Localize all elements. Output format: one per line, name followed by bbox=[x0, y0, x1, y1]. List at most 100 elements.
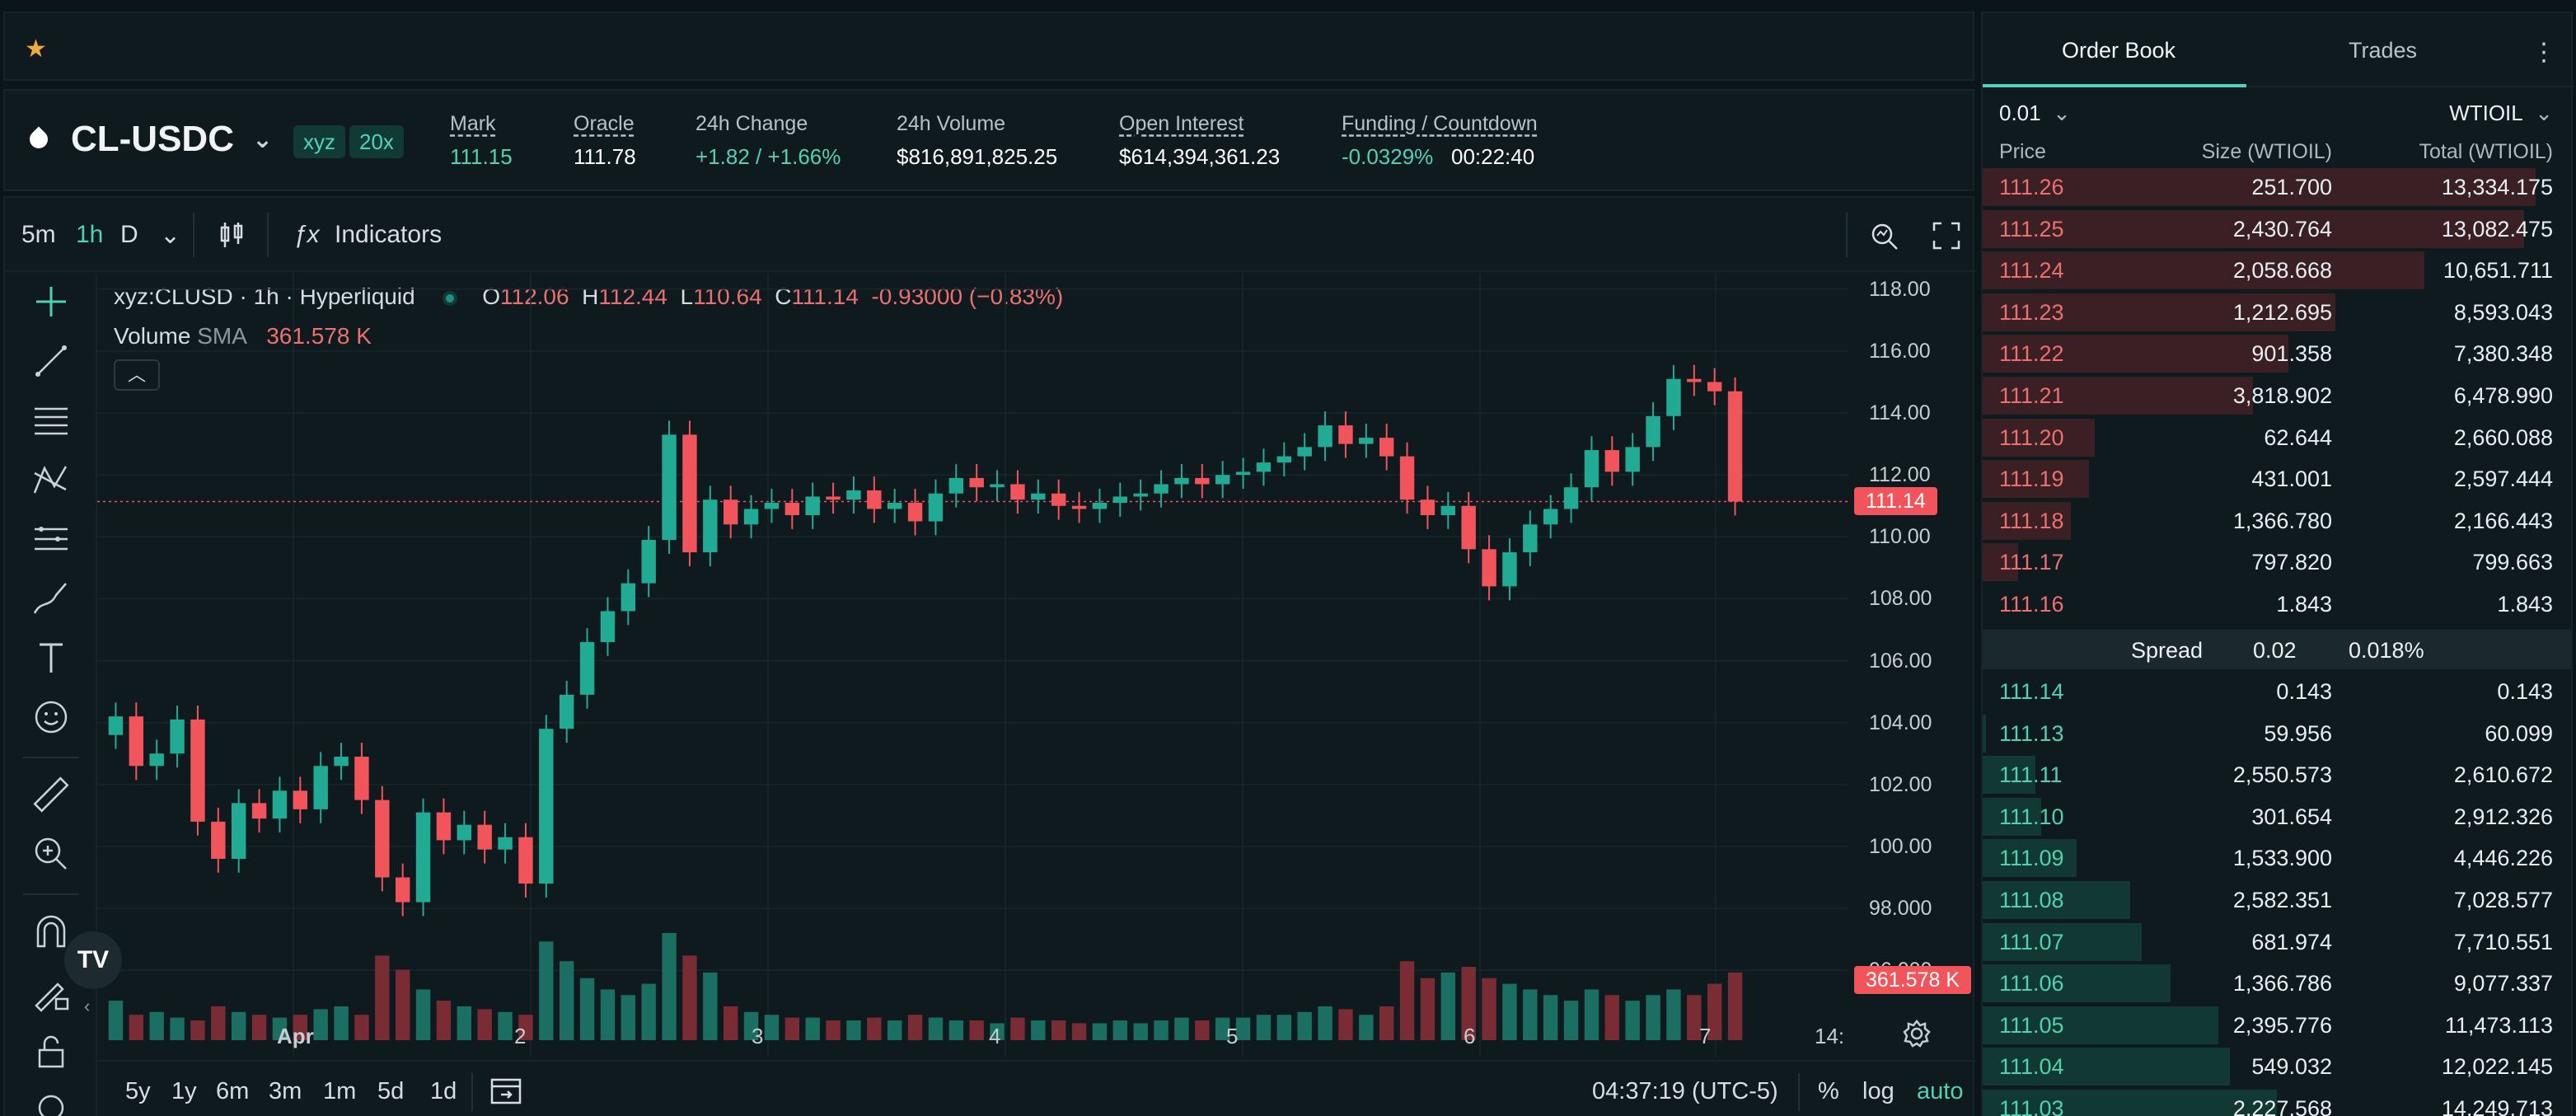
tab-trades[interactable]: Trades bbox=[2349, 38, 2418, 63]
volume-bar bbox=[334, 1006, 349, 1040]
log-toggle[interactable]: log bbox=[1862, 1078, 1895, 1104]
brush-icon[interactable] bbox=[28, 575, 74, 621]
time-tick-label: 5 bbox=[1226, 1024, 1239, 1048]
candle-style-icon[interactable] bbox=[218, 221, 246, 256]
range-1y[interactable]: 1y bbox=[171, 1078, 197, 1104]
volume-bar bbox=[1399, 961, 1415, 1040]
bid-row[interactable]: 111.09 1,533.900 4,446.226 bbox=[1983, 837, 2571, 879]
emoji-icon[interactable] bbox=[28, 694, 74, 740]
settings-gear-icon[interactable] bbox=[1902, 1019, 1932, 1053]
bid-row[interactable]: 111.11 2,550.573 2,610.672 bbox=[1983, 754, 2571, 795]
candle-body bbox=[1666, 378, 1681, 416]
ask-row[interactable]: 111.18 1,366.780 2,166.443 bbox=[1983, 500, 2571, 542]
range-6m[interactable]: 6m bbox=[216, 1078, 250, 1104]
candle-body bbox=[231, 803, 246, 859]
asset-select[interactable]: WTIOIL ⌄ bbox=[2449, 101, 2553, 125]
bid-row[interactable]: 111.04 549.032 12,022.145 bbox=[1983, 1046, 2571, 1087]
ask-row[interactable]: 111.26 251.700 13,334.175 bbox=[1983, 166, 2571, 208]
legend-open: 112.06 bbox=[500, 284, 569, 309]
calendar-range-icon[interactable] bbox=[489, 1075, 522, 1113]
text-icon[interactable] bbox=[28, 635, 74, 681]
candle-body bbox=[149, 753, 164, 767]
interval-5m[interactable]: 5m bbox=[21, 221, 56, 248]
bid-row[interactable]: 111.06 1,366.786 9,077.337 bbox=[1983, 963, 2571, 1004]
bid-row[interactable]: 111.13 59.956 60.099 bbox=[1983, 713, 2571, 754]
ask-row[interactable]: 111.23 1,212.695 8,593.043 bbox=[1983, 292, 2571, 333]
drawing-toolbar bbox=[5, 274, 97, 1116]
collapse-legend-button[interactable]: ︿ bbox=[114, 359, 160, 391]
pattern-icon[interactable] bbox=[28, 457, 74, 503]
fullscreen-icon[interactable] bbox=[1932, 221, 1961, 257]
volume-bar bbox=[682, 955, 697, 1040]
zoom-in-icon[interactable] bbox=[28, 831, 74, 877]
bid-row[interactable]: 111.03 2,227.568 14,249.713 bbox=[1983, 1088, 2571, 1116]
lock-drawing-icon[interactable] bbox=[28, 969, 74, 1015]
candle-body bbox=[477, 824, 492, 850]
range-5d[interactable]: 5d bbox=[377, 1078, 405, 1104]
ask-row[interactable]: 111.20 62.644 2,660.088 bbox=[1983, 417, 2571, 458]
ask-row[interactable]: 111.16 1.843 1.843 bbox=[1983, 584, 2571, 625]
bid-row[interactable]: 111.08 2,582.351 7,028.577 bbox=[1983, 879, 2571, 921]
ask-row[interactable]: 111.19 431.001 2,597.444 bbox=[1983, 458, 2571, 499]
orderbook-total: 9,077.337 bbox=[2453, 971, 2553, 996]
quick-search-icon[interactable] bbox=[1869, 221, 1900, 259]
volume-bar bbox=[1051, 1020, 1066, 1040]
candle-body bbox=[948, 477, 964, 494]
orderbook-size: 3,818.902 bbox=[2232, 383, 2332, 408]
orderbook-total: 2,610.672 bbox=[2453, 762, 2553, 788]
depth-bar bbox=[1983, 168, 2536, 206]
candle-body bbox=[1215, 475, 1230, 485]
price-chart[interactable] bbox=[97, 274, 1852, 1057]
symbol-selector[interactable]: CL-USDC ⌄ bbox=[26, 119, 273, 160]
trend-line-icon[interactable] bbox=[28, 338, 74, 384]
range-3m[interactable]: 3m bbox=[269, 1078, 302, 1104]
forecast-icon[interactable] bbox=[28, 516, 74, 562]
star-icon[interactable]: ★ bbox=[25, 35, 47, 63]
bid-row[interactable]: 111.14 0.143 0.143 bbox=[1983, 671, 2571, 712]
crosshair-icon[interactable] bbox=[28, 279, 74, 325]
candle-body bbox=[170, 719, 185, 754]
chevron-left-icon[interactable]: ‹ bbox=[84, 996, 91, 1016]
volume-bar bbox=[1195, 1020, 1210, 1040]
ask-row[interactable]: 111.22 901.358 7,380.348 bbox=[1983, 333, 2571, 374]
fib-lines-icon[interactable] bbox=[28, 397, 74, 443]
orderbook-price: 111.18 bbox=[1999, 508, 2064, 533]
eye-icon[interactable] bbox=[28, 1085, 74, 1116]
ask-row[interactable]: 111.21 3,818.902 6,478.990 bbox=[1983, 375, 2571, 416]
tick-size-select[interactable]: 0.01 ⌄ bbox=[1999, 101, 2071, 125]
last-volume-tag: 361.578 K bbox=[1854, 966, 1971, 994]
volume-bar bbox=[887, 1020, 902, 1040]
tradingview-logo[interactable]: TV bbox=[64, 931, 122, 989]
magnet-icon[interactable] bbox=[28, 910, 74, 956]
more-options-icon[interactable]: ⋮ bbox=[2532, 39, 2556, 66]
range-1d[interactable]: 1d bbox=[430, 1078, 457, 1104]
chart-bottom-bar: 5y 1y 6m 3m 1m 5d 1d 04:37:19 (UTC-5) % … bbox=[97, 1060, 1976, 1116]
funding-rate: -0.0329% bbox=[1342, 144, 1434, 169]
auto-toggle[interactable]: auto bbox=[1917, 1078, 1964, 1104]
volume-bar bbox=[867, 1017, 882, 1040]
range-1m[interactable]: 1m bbox=[323, 1078, 357, 1104]
ask-row[interactable]: 111.25 2,430.764 13,082.475 bbox=[1983, 209, 2571, 250]
ask-row[interactable]: 111.17 797.820 799.663 bbox=[1983, 542, 2571, 583]
volume-bar bbox=[415, 989, 431, 1040]
chart-clock[interactable]: 04:37:19 (UTC-5) bbox=[1592, 1078, 1778, 1104]
lock-icon[interactable] bbox=[28, 1029, 74, 1075]
indicators-button[interactable]: Indicators bbox=[335, 221, 443, 248]
range-5y[interactable]: 5y bbox=[125, 1078, 151, 1104]
tab-order-book[interactable]: Order Book bbox=[2062, 38, 2176, 63]
candle-body bbox=[1646, 415, 1660, 448]
ruler-icon[interactable] bbox=[28, 771, 74, 818]
bid-row[interactable]: 111.10 301.654 2,912.326 bbox=[1983, 796, 2571, 837]
bid-row[interactable]: 111.07 681.974 7,710.551 bbox=[1983, 921, 2571, 963]
chevron-down-icon[interactable]: ⌄ bbox=[160, 222, 181, 249]
orderbook-total: 7,380.348 bbox=[2453, 341, 2553, 367]
depth-bar bbox=[1983, 1090, 2277, 1116]
percent-toggle[interactable]: % bbox=[1818, 1078, 1839, 1104]
legend-low: 110.64 bbox=[693, 284, 762, 309]
interval-1h[interactable]: 1h bbox=[76, 221, 104, 248]
ask-row[interactable]: 111.24 2,058.668 10,651.711 bbox=[1983, 250, 2571, 291]
candle-body bbox=[1174, 477, 1189, 485]
bid-row[interactable]: 111.05 2,395.776 11,473.113 bbox=[1983, 1005, 2571, 1046]
header-size: Size (WTIOIL) bbox=[2201, 140, 2332, 163]
interval-d[interactable]: D bbox=[120, 221, 138, 248]
